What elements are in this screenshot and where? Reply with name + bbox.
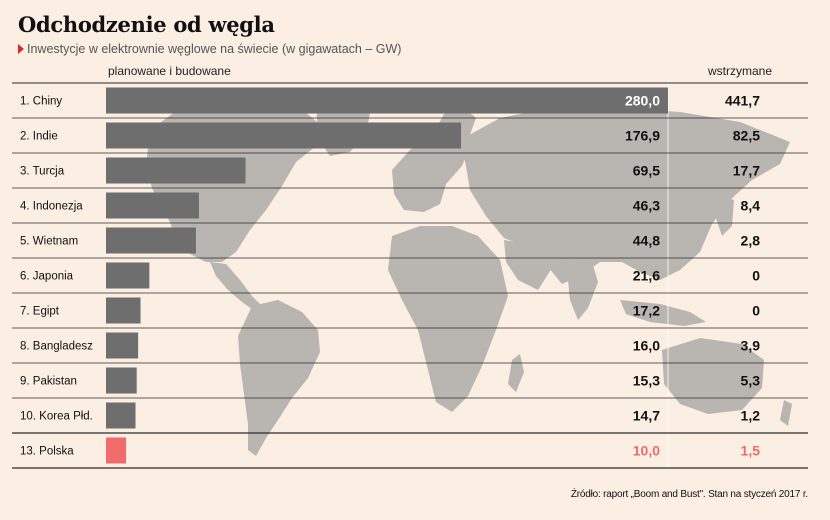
planned-value-label: 46,3 xyxy=(633,198,660,214)
halted-value-label: 8,4 xyxy=(741,198,761,214)
planned-value-label: 15,3 xyxy=(633,373,660,389)
halted-value-label: 3,9 xyxy=(741,338,761,354)
row-label: 10. Korea Płd. xyxy=(20,411,93,423)
row-label: 6. Japonia xyxy=(20,271,74,283)
row-label: 8. Bangladesz xyxy=(20,341,93,353)
planned-value-label: 21,6 xyxy=(633,268,660,284)
planned-value-label: 14,7 xyxy=(633,408,660,424)
triangle-marker-icon xyxy=(18,44,24,54)
column-header-halted: wstrzymane xyxy=(708,64,773,78)
bar xyxy=(106,402,136,429)
row-label: 9. Pakistan xyxy=(20,376,77,388)
bar xyxy=(106,437,127,464)
planned-value-label: 17,2 xyxy=(633,303,660,319)
halted-value-label: 5,3 xyxy=(741,373,761,389)
bar xyxy=(106,332,139,359)
row-label: 1. Chiny xyxy=(20,96,62,108)
halted-value-label: 2,8 xyxy=(741,233,761,249)
planned-value-label: 69,5 xyxy=(633,163,660,179)
bar xyxy=(106,122,462,149)
planned-value-label: 10,0 xyxy=(633,443,660,459)
halted-value-label: 1,2 xyxy=(741,408,761,424)
halted-value-label: 441,7 xyxy=(725,93,760,109)
planned-value-label: 16,0 xyxy=(633,338,660,354)
bar xyxy=(106,157,246,184)
row-label: 3. Turcja xyxy=(20,166,65,178)
planned-value-label: 44,8 xyxy=(633,233,660,249)
subtitle-text: Inwestycje w elektrownie węglowe na świe… xyxy=(27,42,402,56)
column-header-planned: planowane i budowane xyxy=(108,64,231,78)
halted-value-label: 0 xyxy=(752,268,760,284)
row-label: 4. Indonezja xyxy=(20,201,83,213)
bar xyxy=(106,367,137,394)
planned-value-label: 176,9 xyxy=(625,128,660,144)
bar xyxy=(106,297,141,324)
bar xyxy=(106,227,196,254)
halted-value-label: 1,5 xyxy=(741,443,761,459)
subtitle: Inwestycje w elektrownie węglowe na świe… xyxy=(18,42,401,56)
page-title: Odchodzenie od węgla xyxy=(18,12,275,37)
halted-value-label: 0 xyxy=(752,303,760,319)
source-footer: Źródło: raport „Boom and Bust". Stan na … xyxy=(570,489,808,500)
row-label: 7. Egipt xyxy=(20,306,60,318)
row-label: 2. Indie xyxy=(20,131,58,143)
row-label: 13. Polska xyxy=(20,446,74,458)
halted-value-label: 82,5 xyxy=(733,128,760,144)
bar xyxy=(106,192,199,219)
planned-value-label: 280,0 xyxy=(625,93,660,109)
bar xyxy=(106,262,150,289)
bar xyxy=(106,87,668,114)
row-label: 5. Wietnam xyxy=(20,236,78,248)
halted-value-label: 17,7 xyxy=(733,163,760,179)
